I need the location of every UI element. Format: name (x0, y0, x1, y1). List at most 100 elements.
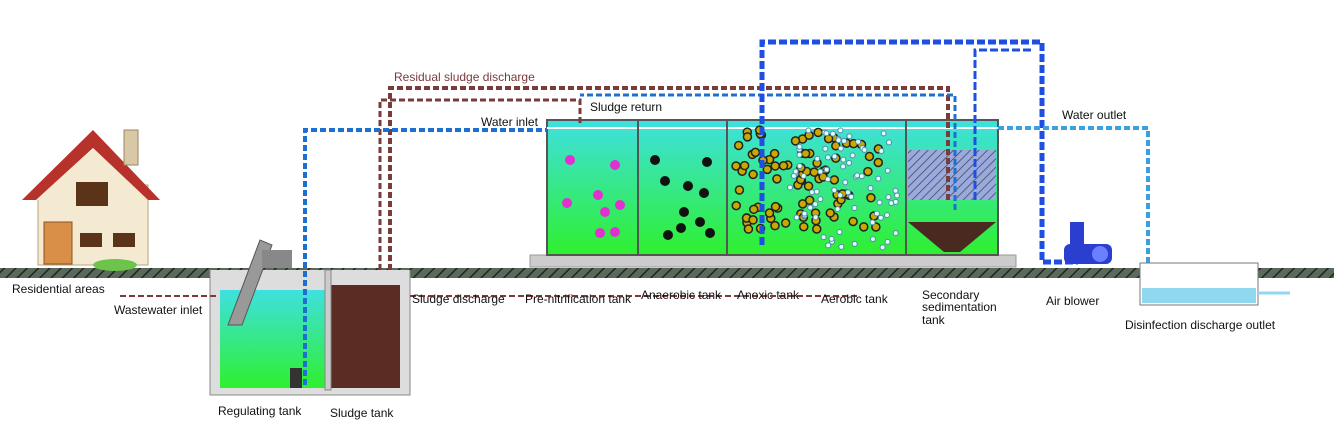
pipes-part (580, 93, 957, 210)
label: Water inlet (481, 115, 539, 129)
house (22, 129, 160, 271)
label: Residual sludge discharge (394, 70, 535, 84)
carrier (825, 208, 836, 218)
bubble (834, 206, 841, 213)
disinfection-tank (1139, 262, 1290, 306)
label: Anaerobic tank (641, 288, 722, 302)
bubble (824, 176, 831, 183)
bubble (792, 168, 799, 175)
bubble (812, 214, 819, 221)
bubble (841, 137, 848, 144)
bubble (823, 130, 830, 137)
bubble (837, 127, 844, 134)
bubble (796, 163, 803, 170)
house-part (43, 221, 73, 265)
bubble (801, 210, 808, 217)
carrier (778, 160, 789, 171)
bubble (846, 133, 853, 140)
house-part (76, 182, 108, 206)
label: Regulating tank (218, 404, 302, 418)
bubble (837, 145, 844, 152)
bubble (846, 159, 853, 166)
bubble (867, 185, 874, 192)
bubble (892, 230, 899, 237)
bubble (814, 155, 821, 162)
bubble (817, 168, 824, 175)
bubble (892, 187, 899, 194)
house-part (93, 259, 137, 271)
bubble (831, 153, 838, 160)
regulating-tank-part (324, 269, 332, 391)
bubble (885, 194, 892, 201)
carrier (804, 195, 815, 206)
pink-media (600, 207, 610, 217)
bubble (836, 228, 843, 235)
bubble (820, 234, 827, 241)
bubble (824, 154, 831, 161)
label: Disinfection discharge outlet (1125, 318, 1276, 332)
bubble (861, 146, 868, 153)
bubble (880, 130, 887, 137)
bubble (837, 192, 844, 199)
black-media (660, 176, 670, 186)
pipes-part (303, 128, 547, 385)
main-tank (529, 119, 1017, 268)
label: sedimentation (922, 300, 997, 314)
carrier (866, 193, 876, 203)
carrier (772, 174, 782, 184)
pink-media (615, 200, 625, 210)
main-tank-part (908, 150, 996, 200)
bubble (813, 188, 820, 195)
black-media (663, 230, 673, 240)
bubble (831, 187, 838, 194)
bubble (793, 214, 800, 221)
bubble (796, 151, 803, 158)
carrier (829, 175, 840, 185)
carrier (731, 200, 742, 211)
bubble (879, 244, 886, 251)
carrier (848, 216, 858, 227)
regulating-tank (209, 239, 411, 396)
black-media (705, 228, 715, 238)
carrier (813, 127, 823, 138)
label: Sludge return (590, 100, 662, 114)
bubble (869, 236, 876, 243)
regulating-tank-part (330, 285, 400, 388)
bubble (848, 193, 855, 200)
bubble (840, 163, 847, 170)
bubble (800, 173, 807, 180)
bubble (878, 148, 885, 155)
carrier (743, 224, 754, 234)
pipes-part (998, 126, 1150, 265)
carrier (762, 164, 773, 175)
bubble (823, 166, 830, 173)
carrier (770, 220, 780, 231)
carrier (748, 169, 758, 180)
bubble (884, 238, 891, 245)
bubble (822, 145, 829, 152)
label: Residential areas (12, 282, 105, 296)
pipes (120, 39, 1150, 385)
carrier (769, 148, 780, 159)
black-media (679, 207, 689, 217)
bubble (842, 179, 849, 186)
ground (0, 268, 1334, 278)
carrier (749, 204, 759, 215)
black-media (695, 217, 705, 227)
label: Secondary (922, 288, 979, 302)
house-part (36, 148, 148, 200)
bubble (845, 189, 852, 196)
disinfection-tank-part (1142, 288, 1256, 303)
regulating-tank-part (290, 368, 302, 388)
pipes-part (973, 48, 1032, 200)
pink-media (565, 155, 575, 165)
black-media (676, 223, 686, 233)
carrier (731, 161, 741, 171)
black-media (683, 181, 693, 191)
air-blower-part (1092, 246, 1108, 262)
carrier (733, 140, 744, 151)
carrier (748, 215, 758, 225)
house-part (113, 233, 135, 247)
bubble (787, 184, 794, 191)
